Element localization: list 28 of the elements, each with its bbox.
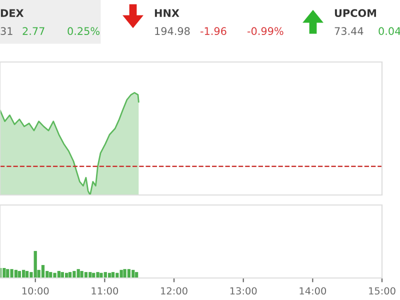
bar	[96, 272, 100, 278]
bar	[100, 272, 103, 278]
text: 194.98	[155, 27, 190, 36]
bar	[76, 269, 80, 278]
bar	[80, 270, 84, 278]
bar	[53, 272, 56, 278]
text: HNX	[154, 9, 180, 17]
text: DEX	[0, 9, 24, 17]
x-tick-label: 14:00	[300, 287, 326, 295]
text: 31	[0, 27, 12, 36]
bar	[10, 269, 14, 278]
bar	[127, 269, 131, 278]
text: 73.44	[334, 27, 364, 36]
bar	[123, 269, 126, 278]
bar	[6, 269, 10, 278]
text: 2.77	[22, 27, 44, 35]
text: UPCOM	[334, 9, 376, 18]
text: -1.96	[200, 27, 226, 36]
x-tick-label: 15:00	[369, 287, 396, 295]
bar	[41, 265, 45, 278]
bar	[2, 268, 6, 278]
x-tick-label: 11:00	[92, 287, 118, 295]
bar	[34, 250, 37, 278]
x-tick-label: 10:00	[22, 287, 49, 295]
x-tick-label: 13:00	[230, 287, 257, 295]
x-tick-label: 12:00	[161, 287, 188, 295]
text: 0.25%	[68, 27, 100, 36]
text: -0.99%	[248, 27, 284, 36]
